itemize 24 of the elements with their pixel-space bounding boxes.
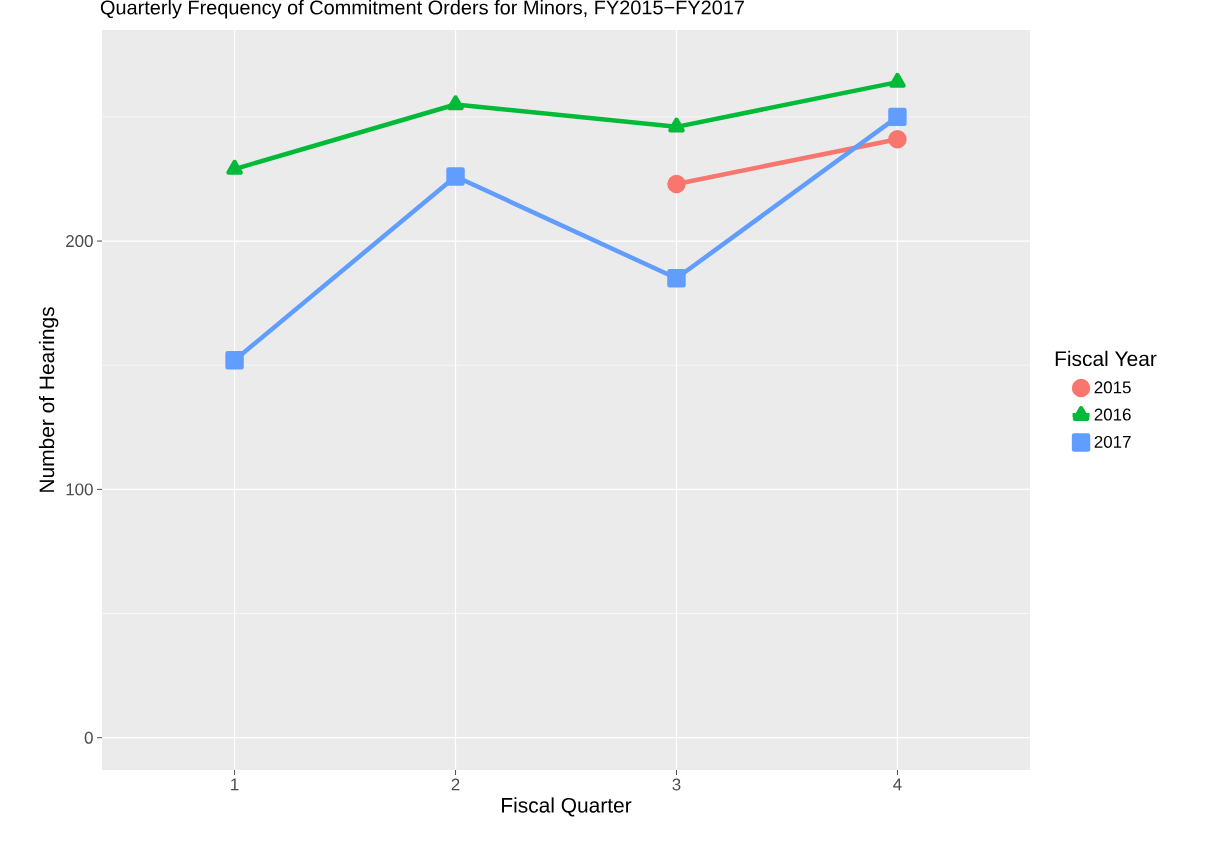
point <box>667 174 686 194</box>
chart-title: Quarterly Frequency of Commitment Orders for Minors, FY2015−FY2017 <box>100 0 744 19</box>
point <box>888 130 907 149</box>
point <box>446 167 465 186</box>
point <box>667 269 686 288</box>
y-tick-label: 0 <box>84 731 93 744</box>
point <box>889 72 906 88</box>
legend-label: 2015 <box>1094 381 1131 394</box>
legend-label: 2016 <box>1094 408 1131 421</box>
point <box>888 107 907 127</box>
x-tick-label: 2 <box>451 778 460 791</box>
point <box>225 351 244 370</box>
y-tick-label: 200 <box>66 235 93 248</box>
y-tick-label: 100 <box>66 483 93 496</box>
x-axis-title: Fiscal Quarter <box>502 797 632 817</box>
legend-title: Fiscal Year <box>1055 350 1157 367</box>
x-tick-label: 1 <box>231 778 239 791</box>
x-tick-label: 4 <box>893 778 902 791</box>
y-axis-title: Number of Hearings <box>38 307 59 492</box>
legend-label: 2017 <box>1094 435 1131 448</box>
point <box>447 95 464 111</box>
x-tick-label: 3 <box>672 778 681 791</box>
point <box>226 159 243 175</box>
point <box>668 117 685 133</box>
